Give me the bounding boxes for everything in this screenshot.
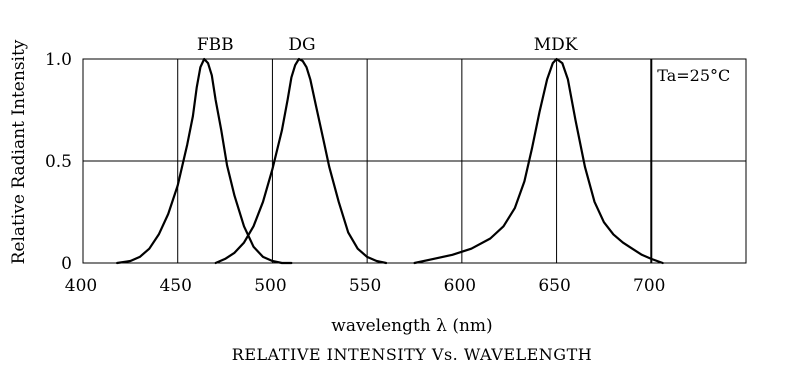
x-axis-title: wavelength λ (nm) — [331, 316, 492, 336]
x-tick-label: 450 — [159, 276, 191, 296]
series-label-fbb: FBB — [197, 35, 234, 55]
series-labels: FBB DG MDK — [197, 35, 578, 55]
x-tick-label: 600 — [444, 276, 476, 296]
series-line-fbb — [116, 57, 293, 265]
x-tick-label: 400 — [65, 276, 97, 296]
y-tick-label: 0.5 — [45, 152, 72, 172]
chart-title: RELATIVE INTENSITY Vs. WAVELENGTH — [232, 345, 592, 364]
x-tick-label: 650 — [538, 276, 570, 296]
x-tick-label: 500 — [254, 276, 286, 296]
x-tick-labels: 400 450 500 550 600 650 700 — [65, 276, 666, 296]
y-tick-labels: 0 0.5 1.0 — [45, 50, 72, 274]
series-curves — [116, 57, 664, 265]
grid — [83, 59, 746, 263]
series-line-mdk — [413, 57, 664, 265]
temperature-annotation: Ta=25°C — [657, 66, 730, 85]
series-label-dg: DG — [288, 35, 315, 55]
y-tick-label: 1.0 — [45, 50, 72, 70]
y-tick-label: 0 — [61, 254, 72, 274]
x-tick-label: 550 — [349, 276, 381, 296]
x-tick-label: 700 — [633, 276, 665, 296]
y-axis-title: Relative Radiant Intensity — [9, 39, 29, 264]
series-label-mdk: MDK — [534, 35, 578, 55]
series-line-dg — [214, 57, 388, 265]
